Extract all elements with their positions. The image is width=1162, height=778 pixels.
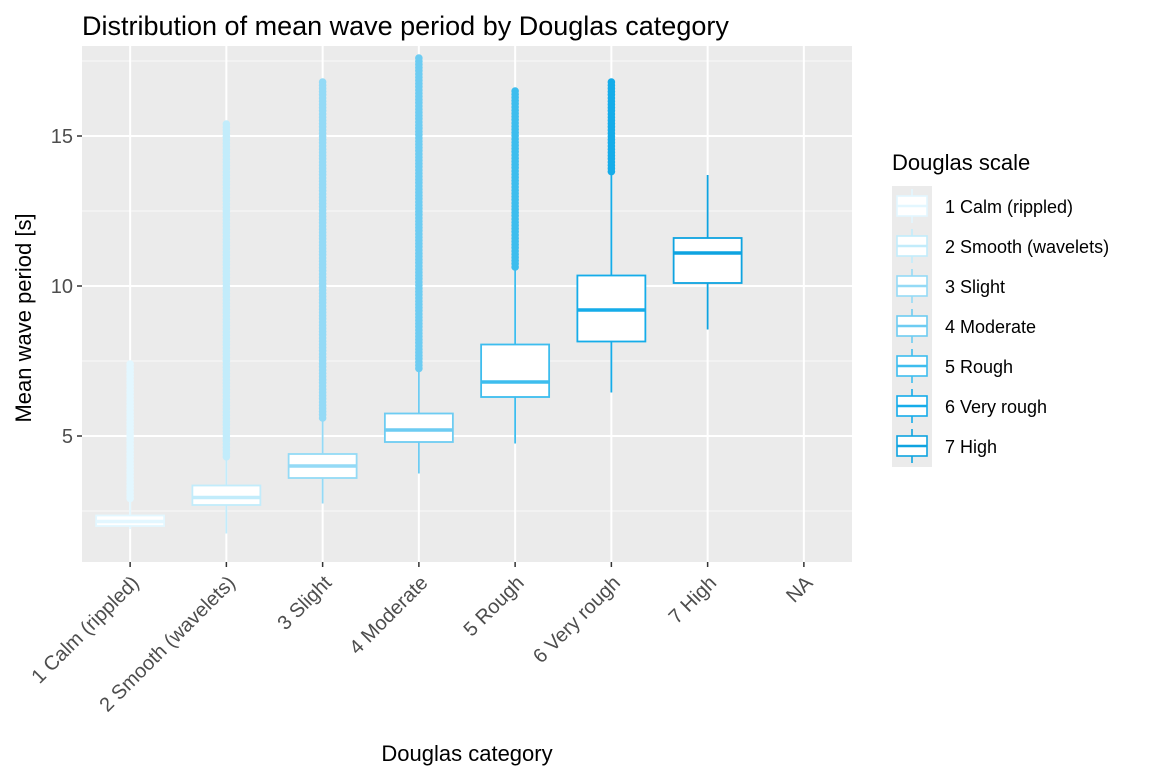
legend-key [896, 389, 928, 423]
y-axis-title: Mean wave period [s] [11, 213, 36, 422]
panel-background [82, 46, 852, 562]
legend-key [896, 429, 928, 463]
box-body [191, 484, 262, 506]
legend-label: 7 High [945, 437, 997, 457]
legend-label: 5 Rough [945, 357, 1013, 377]
x-tick-label: 4 Moderate [345, 572, 432, 659]
legend-key [896, 349, 928, 383]
chart-title: Distribution of mean wave period by Doug… [82, 11, 729, 41]
box-group [95, 360, 166, 529]
legend: 1 Calm (rippled) 2 Smooth (wavelets) 3 Sli… [892, 186, 1109, 467]
x-tick-label: 5 Rough [460, 572, 529, 641]
x-tick-label: 6 Very rough [529, 572, 625, 668]
x-tick-label: 3 Slight [273, 572, 336, 635]
y-tick-label: 15 [51, 126, 73, 148]
box-group [287, 78, 358, 504]
x-tick-label: NA [782, 572, 818, 608]
box-group [480, 87, 551, 444]
plot-panel [82, 46, 852, 562]
box-body [672, 237, 743, 284]
outlier-point [415, 364, 423, 373]
legend-key [896, 189, 928, 223]
legend-label: 6 Very rough [945, 397, 1047, 417]
legend-label: 2 Smooth (wavelets) [945, 237, 1109, 257]
box-group [383, 54, 454, 474]
box-body [480, 343, 551, 398]
x-tick-label: 7 High [665, 572, 721, 628]
outlier-point [222, 453, 231, 461]
legend-title: Douglas scale [892, 150, 1030, 175]
y-tick-label: 10 [51, 276, 73, 298]
box-group [672, 175, 743, 330]
legend-key [896, 269, 928, 303]
legend-key [896, 309, 928, 343]
legend-label: 1 Calm (rippled) [945, 197, 1073, 217]
outlier-point [607, 167, 616, 176]
legend-label: 3 Slight [945, 277, 1005, 297]
legend-key [896, 229, 928, 263]
legend-label: 4 Moderate [945, 317, 1036, 337]
y-tick-label: 5 [62, 426, 73, 448]
outlier-point [511, 263, 519, 271]
box-body [383, 412, 454, 443]
box-group [191, 120, 262, 534]
outlier-point [126, 494, 134, 503]
box-group [576, 78, 647, 393]
x-axis-title: Douglas category [381, 741, 552, 766]
